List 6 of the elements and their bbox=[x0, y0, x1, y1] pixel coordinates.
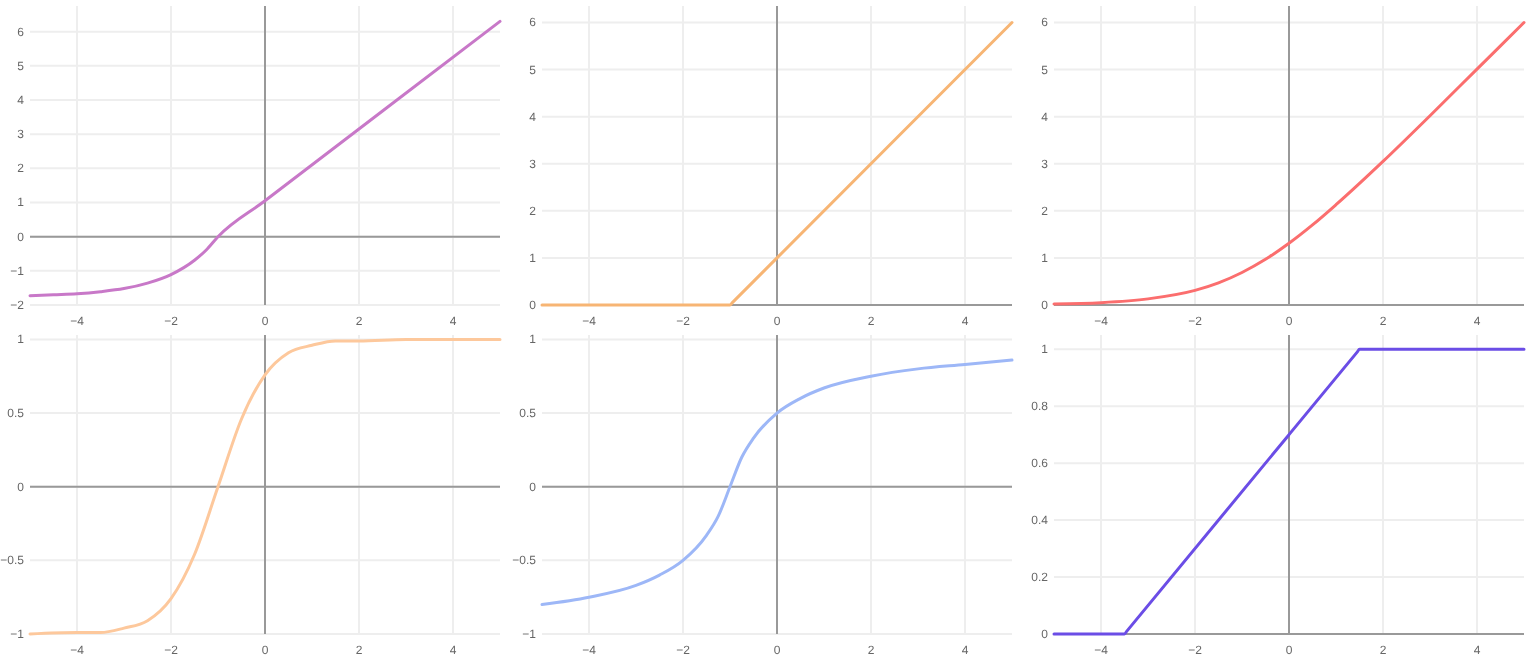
line-series bbox=[1052, 20, 1526, 306]
line-series bbox=[28, 337, 502, 636]
line-series bbox=[28, 19, 502, 298]
line-series bbox=[540, 358, 1014, 607]
line-series bbox=[540, 20, 1014, 307]
line-series bbox=[1052, 347, 1526, 636]
